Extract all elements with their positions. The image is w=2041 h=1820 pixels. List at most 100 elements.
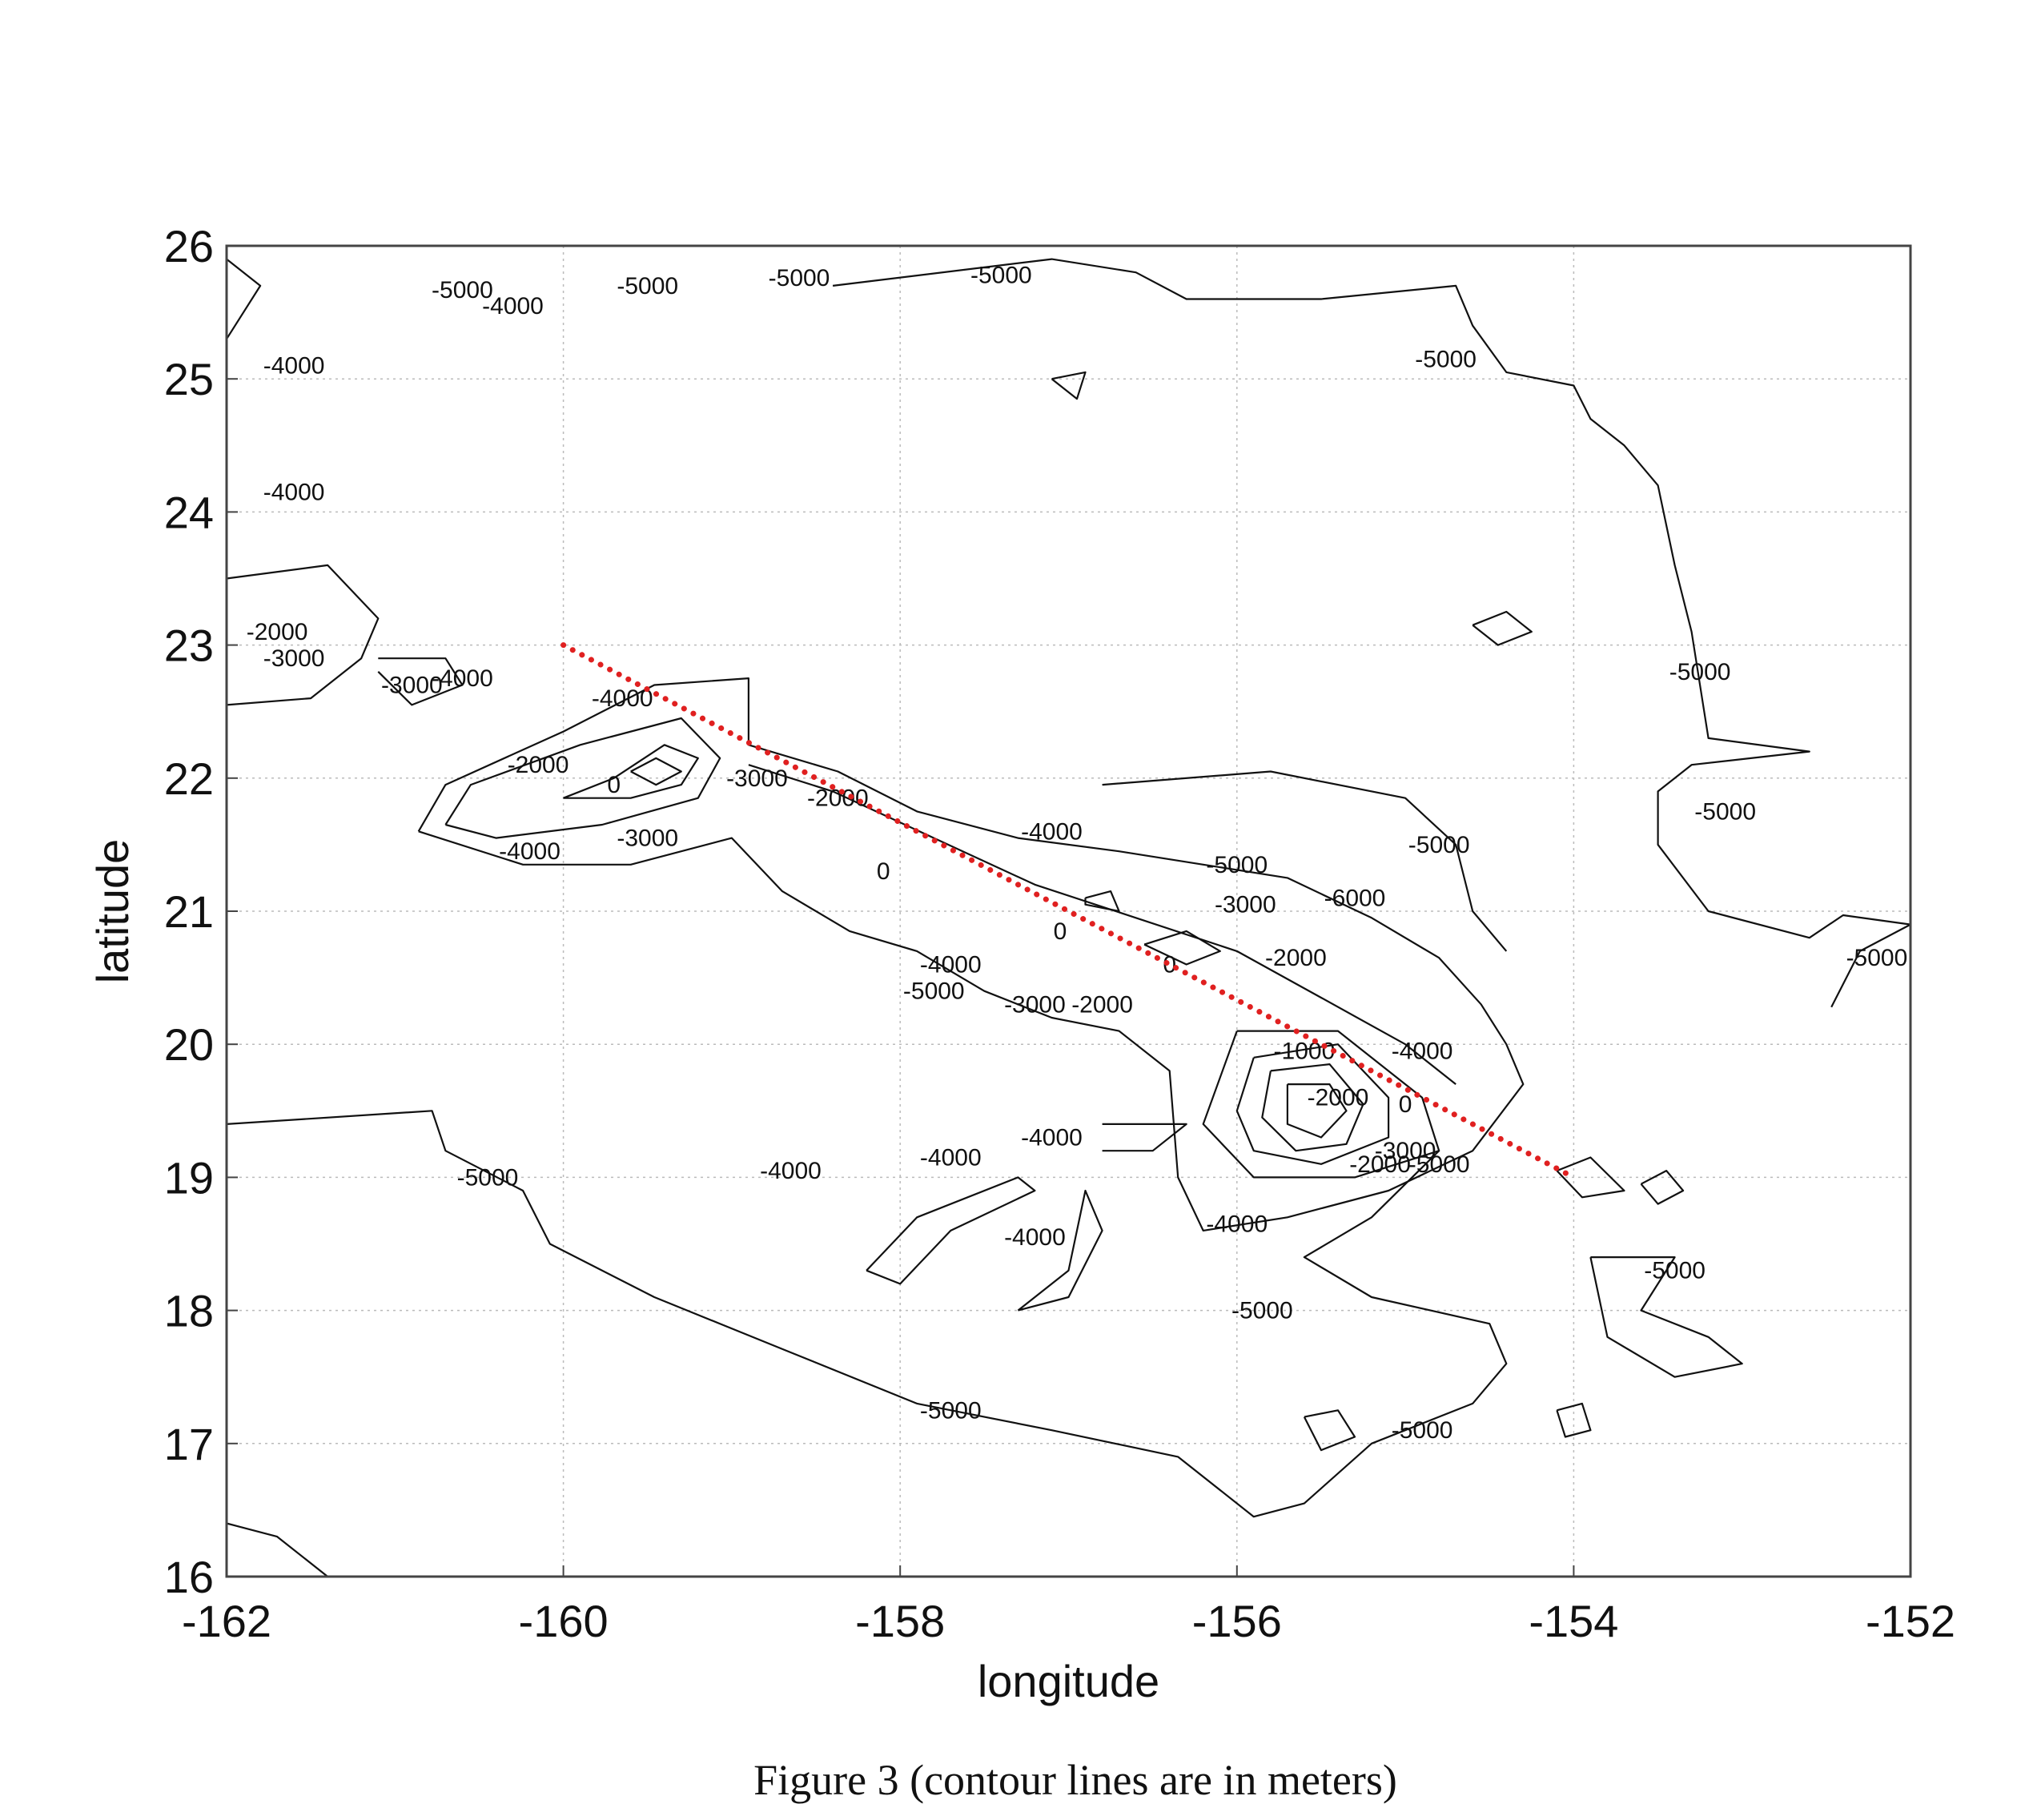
contour-label: -4000 — [1206, 1211, 1268, 1238]
contour-label: -5000 — [1408, 1151, 1470, 1178]
y-axis-label: latitude — [87, 839, 138, 984]
contour-line — [444, 717, 721, 839]
contour-label: -5000 — [432, 277, 493, 303]
contour-label: -1000 — [1274, 1039, 1336, 1065]
contour-label: 0 — [877, 858, 890, 885]
contour-label: -5000 — [769, 265, 830, 291]
x-tick-label: -160 — [519, 1596, 609, 1646]
contour-line — [748, 764, 1456, 1085]
contour-label: -3000 — [617, 826, 678, 852]
contour-line — [1261, 1063, 1364, 1152]
transect-line — [560, 642, 1577, 1180]
contour-line — [1640, 1169, 1685, 1205]
contour-label: -4000 — [432, 665, 493, 692]
contour-label: -3000 — [263, 645, 325, 672]
contour-label: -4000 — [920, 951, 982, 978]
y-tick-label: 21 — [164, 886, 214, 937]
contour-label: -5000 — [617, 273, 678, 299]
x-tick-label: -162 — [182, 1596, 271, 1646]
contour-label: -2000 — [1071, 991, 1133, 1018]
contour-line — [226, 258, 262, 339]
contour-label: -3000 — [726, 765, 788, 792]
contour-label: -2000 — [247, 619, 308, 645]
x-tick-label: -154 — [1529, 1596, 1618, 1646]
contour-line — [1589, 1256, 1743, 1378]
contour-line — [377, 657, 464, 706]
contour-label: -4000 — [920, 1144, 982, 1171]
contour-label: -4000 — [263, 353, 325, 380]
grid — [226, 245, 1911, 1577]
contour-label: -5000 — [1846, 945, 1908, 971]
x-tick-label: -158 — [855, 1596, 945, 1646]
contour-label: -4000 — [1004, 1224, 1066, 1251]
contour-label: -2000 — [1349, 1151, 1411, 1178]
axis-ticks: -162 -160 -158 -156 -154 -152 16 17 18 19 20 21 22 23… — [164, 221, 1955, 1646]
y-tick-label: 17 — [164, 1419, 214, 1469]
contour-lines — [226, 258, 1911, 1577]
contour-label: -4000 — [1021, 1125, 1083, 1151]
contour-label: -6000 — [1324, 885, 1386, 911]
y-tick-label: 25 — [164, 354, 214, 404]
contour-label: -5000 — [457, 1164, 519, 1191]
y-tick-label: 16 — [164, 1552, 214, 1602]
contour-line — [1286, 1083, 1348, 1139]
contour-label: -4000 — [1392, 1039, 1453, 1065]
y-tick-label: 18 — [164, 1286, 214, 1336]
contour-label: -3000 — [1004, 991, 1066, 1018]
contour-label: -3000 — [1215, 892, 1276, 918]
contour-label: 0 — [1399, 1091, 1412, 1118]
contour-line — [563, 744, 699, 799]
contour-line — [1235, 1043, 1390, 1165]
contour-label: -4000 — [592, 685, 653, 712]
contour-label: -3000 — [381, 672, 443, 698]
contour-label: -5000 — [1644, 1258, 1706, 1284]
contour-line — [1051, 371, 1087, 400]
contour-label: -5000 — [1206, 852, 1268, 878]
plot-frame — [225, 244, 1912, 1578]
contour-label: 0 — [607, 772, 621, 798]
contour-line — [866, 1176, 1036, 1285]
y-tick-label: 19 — [164, 1152, 214, 1203]
y-tick-label: 26 — [164, 221, 214, 271]
contour-label: -5000 — [970, 263, 1032, 289]
contour-line — [832, 258, 1911, 939]
contour-label: -2000 — [1265, 945, 1327, 971]
contour-line — [1303, 1409, 1356, 1452]
contour-line — [1102, 770, 1508, 952]
y-tick-label: 24 — [164, 487, 214, 537]
y-tick-label: 20 — [164, 1019, 214, 1070]
contour-line — [1830, 923, 1911, 1008]
contour-label: -2000 — [1308, 1085, 1369, 1111]
contour-line — [1556, 1156, 1625, 1199]
contour-label: -5000 — [1694, 798, 1756, 825]
contour-label: -4000 — [499, 838, 560, 865]
contour-label: 0 — [1054, 918, 1067, 945]
y-tick-label: 23 — [164, 621, 214, 671]
contour-label: -4000 — [1021, 818, 1083, 845]
contour-line — [630, 757, 682, 786]
transect-dotted-line — [560, 642, 1577, 1180]
contour-line — [226, 1522, 328, 1577]
x-tick-label: -152 — [1866, 1596, 1955, 1646]
contour-line — [1143, 930, 1221, 966]
contour-label: -4000 — [263, 479, 325, 505]
contour-line — [226, 1110, 1508, 1518]
contour-label: -5000 — [903, 978, 965, 1005]
contour-label: -5000 — [1231, 1298, 1293, 1324]
contour-line — [417, 677, 1525, 1232]
contour-label: -2000 — [508, 752, 569, 778]
contour-line — [1102, 1123, 1187, 1152]
x-axis-label: longitude — [978, 1656, 1159, 1706]
contour-label: -4000 — [760, 1158, 822, 1184]
contour-label: -2000 — [807, 785, 869, 812]
contour-label: 0 — [1163, 951, 1176, 978]
contour-label: -5000 — [1408, 832, 1470, 858]
contour-line — [226, 564, 380, 706]
contour-labels: -5000-4000-5000 -5000 -5000-5000-4000-4000… — [247, 263, 1908, 1444]
contour-label: -5000 — [1415, 346, 1477, 372]
contour-line — [1472, 610, 1533, 646]
y-tick-label: 22 — [164, 753, 214, 804]
contour-line — [1202, 1030, 1440, 1179]
contour-label: -5000 — [1669, 659, 1731, 685]
